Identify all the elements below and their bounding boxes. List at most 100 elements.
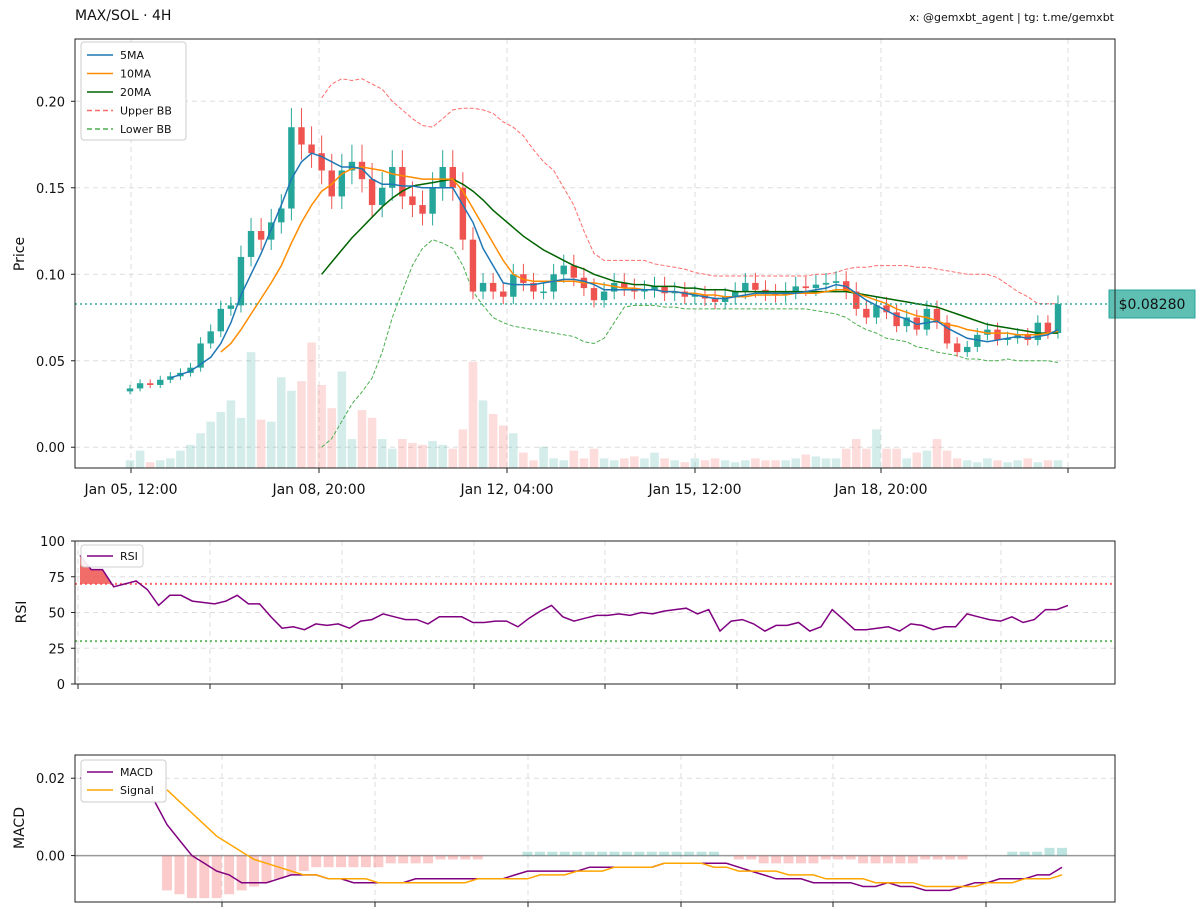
volume-bar [166,458,175,468]
macd-histogram-bar [1044,847,1055,856]
ma20-line [321,178,1058,334]
candle-body [994,329,1001,340]
volume-bar [246,352,256,468]
volume-bar [630,456,639,468]
macd-histogram-bar [746,855,757,860]
candle-body [812,284,820,289]
volume-bar [438,444,447,468]
candle-body [752,282,759,290]
macd-histogram-bar [398,855,409,864]
macd-histogram-bar [671,851,682,856]
volume-bar [751,458,760,468]
volume-bar [367,417,377,468]
price-legend-label: 10MA [120,68,151,81]
signal-line [166,789,1063,888]
macd-histogram-bar [348,855,359,868]
candle-body [207,331,214,344]
candle-body [883,305,890,313]
candle-body [550,274,557,292]
volume-bar [448,448,458,468]
macd-histogram-bar [584,851,595,856]
candle-body [600,291,608,301]
volume-bar [781,460,790,468]
macd-histogram-bar [1057,847,1067,856]
macd-histogram-bar [298,855,309,872]
price-ytick-label: 0.10 [36,268,65,283]
macd-histogram-bar [858,855,869,864]
price-xtick-label: Jan 08, 20:00 [271,482,365,498]
candle-body [570,265,578,278]
volume-bar [398,439,407,468]
macd-legend-label: Signal [120,784,154,797]
volume-bar [660,458,669,468]
candle-body [903,317,910,327]
volume-bar [710,458,720,468]
candle-body [237,256,245,306]
last-price-tag-label: $0.08280 [1119,297,1186,313]
candle-body [943,322,951,344]
volume-bar [337,371,347,468]
macd-histogram-bar [174,855,185,895]
macd-histogram-bar [708,851,719,856]
volume-bar [912,452,922,468]
volume-bar [720,460,730,468]
candle-body [439,167,446,188]
price-xtick-label: Jan 12, 04:00 [459,482,553,498]
rsi-overbought-fill [80,555,114,587]
rsi-ytick-label: 75 [48,571,65,586]
macd-legend-label: MACD [120,766,153,779]
volume-bar [549,458,558,468]
macd-histogram-bar [920,855,931,860]
candle-body [1004,338,1011,340]
volume-bar [317,384,326,468]
candle-body [126,388,134,392]
candle-body [691,295,699,297]
macd-histogram-bar [336,855,347,868]
volume-bar [408,442,417,468]
volume-bar [1053,460,1063,468]
volume-bar [287,390,296,468]
macd-histogram-bar [410,855,421,864]
volume-bar [256,419,266,468]
candle-body [671,291,678,294]
volume-bar [266,421,276,468]
macd-axis-label: MACD [12,807,28,849]
candle-body [822,282,830,285]
macd-histogram-bar [249,855,259,887]
volume-bar [872,429,881,468]
volume-bar [771,460,780,468]
candle-body [157,379,164,385]
volume-bar [387,448,397,468]
volume-bar [741,460,750,468]
volume-bar [640,458,649,468]
macd-histogram-bar [659,851,670,856]
volume-bar [236,417,246,468]
price-xtick-label: Jan 05, 12:00 [83,482,177,498]
candle-body [953,343,961,353]
macd-histogram-bar [286,855,297,875]
macd-histogram-bar [547,851,558,856]
volume-bar [1033,462,1043,468]
candle-body [368,179,376,206]
volume-bar [690,458,700,468]
macd-histogram-bar [907,855,918,864]
price-panel-frame [74,38,1116,469]
volume-bar [862,448,871,468]
volume-bar [478,400,488,468]
volume-bar [700,460,710,468]
volume-bar [761,460,770,468]
candle-body [974,334,981,347]
candle-body [661,286,668,294]
price-ytick-label: 0.20 [36,95,65,110]
candle-body [1044,322,1052,334]
macd-histogram-bar [733,855,744,860]
macd-histogram-bar [1032,851,1043,856]
macd-histogram-bar [311,855,322,868]
macd-histogram-bar [360,855,371,868]
volume-bar [509,433,518,468]
price-axis-label: Price [12,237,28,271]
macd-histogram-bar [621,851,632,856]
macd-histogram-bar [186,855,197,899]
volume-bar [993,460,1002,468]
candle-body [732,291,739,297]
